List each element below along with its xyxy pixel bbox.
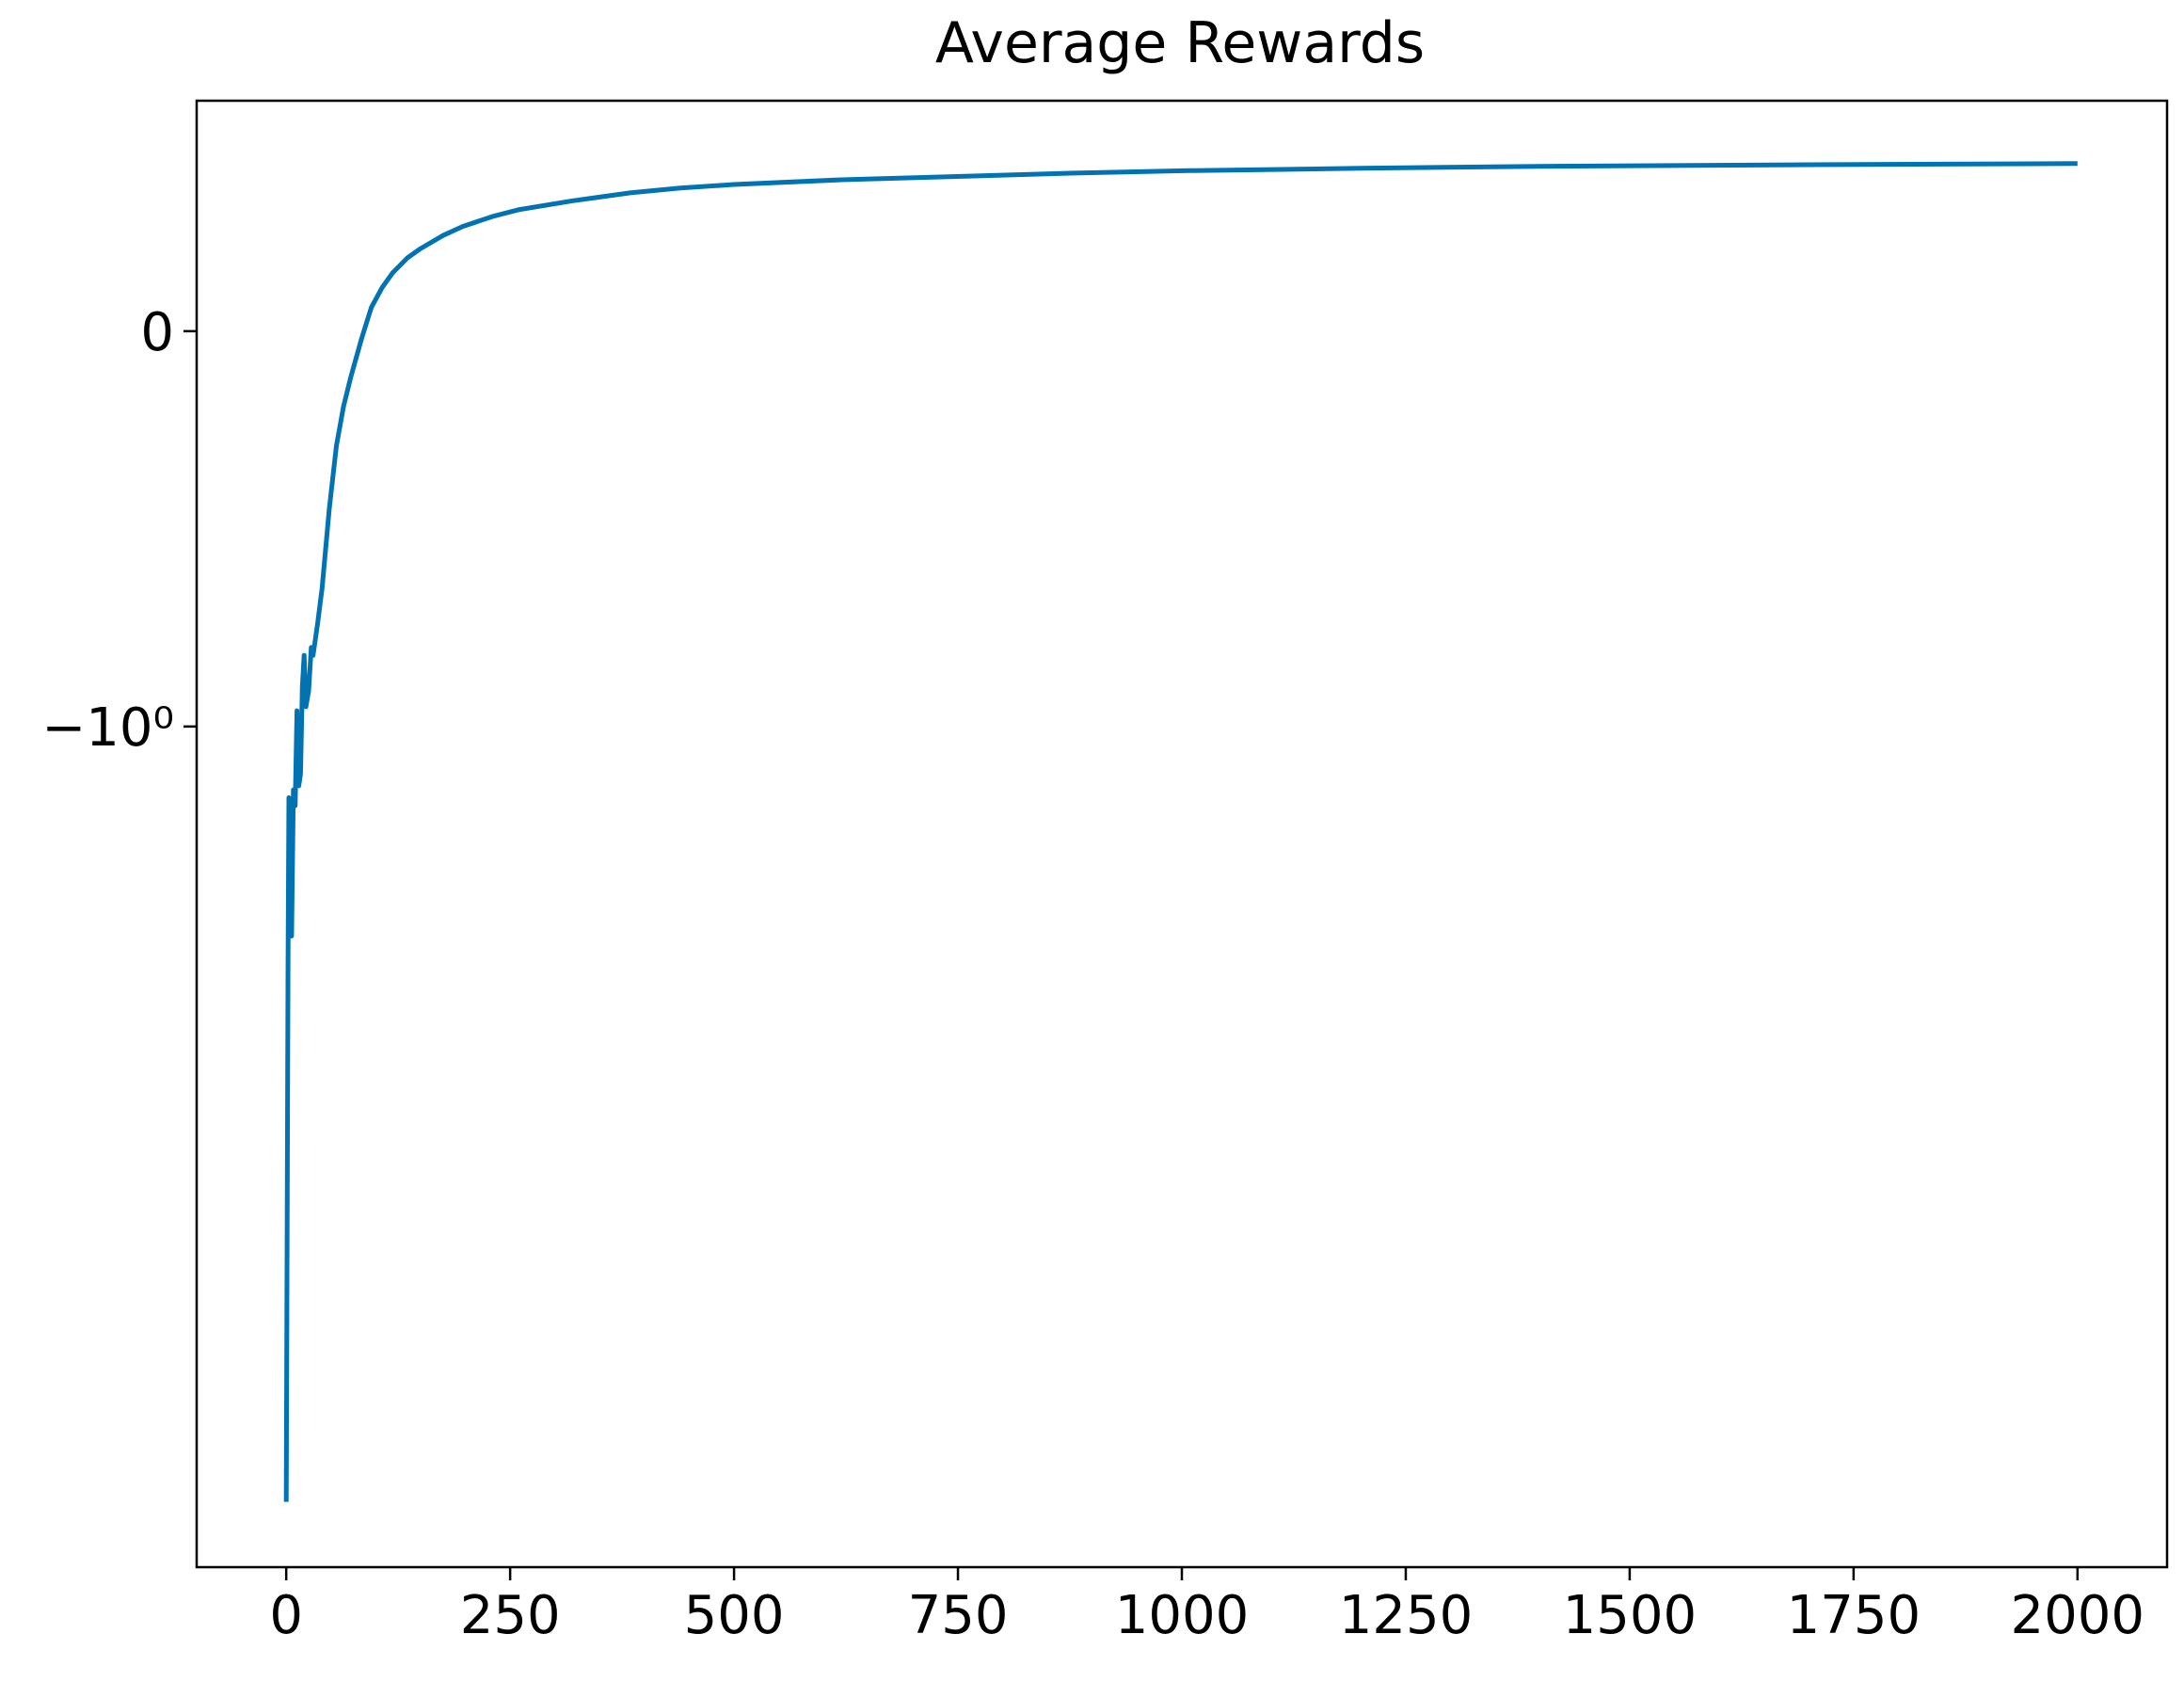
axes-frame: [195, 99, 2169, 1569]
data-line: [283, 161, 2078, 1502]
x-tick-label: 500: [684, 1585, 785, 1646]
x-tick-label: 750: [908, 1585, 1009, 1646]
x-tick-label: 2000: [2011, 1585, 2145, 1646]
x-tick-label: 1250: [1339, 1585, 1474, 1646]
x-tick-label: 1750: [1787, 1585, 1921, 1646]
x-tick-label: 0: [269, 1585, 303, 1646]
y-tick-label: 0: [140, 302, 174, 363]
x-tick-label: 1000: [1115, 1585, 1250, 1646]
chart-title: Average Rewards: [935, 10, 1425, 76]
y-tick-label: −10⁰: [41, 697, 174, 759]
x-tick-label: 1500: [1563, 1585, 1698, 1646]
x-tick-label: 250: [460, 1585, 561, 1646]
